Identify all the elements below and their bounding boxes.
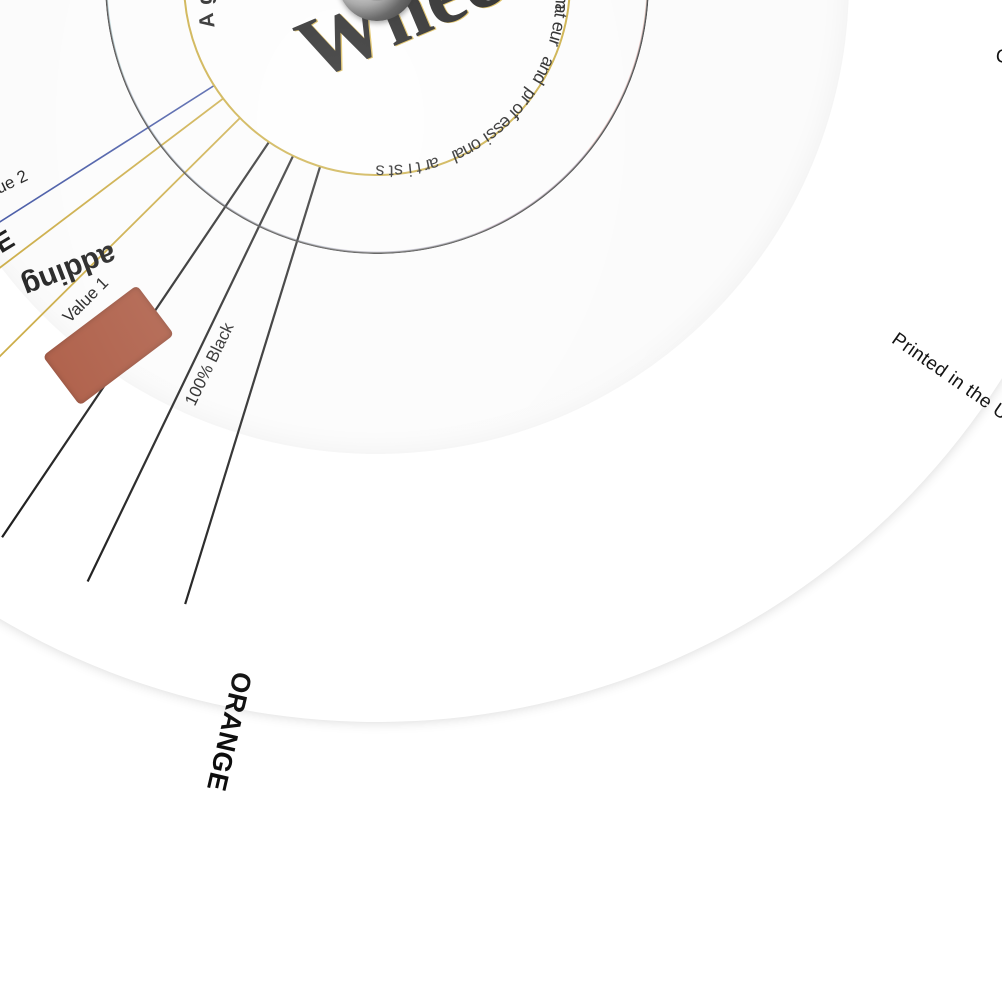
title-line-2: Wheel (283, 0, 537, 98)
color-wheel-disc[interactable]: adding HOW TO USE COLOR WHEEL Select a c… (0, 0, 1002, 939)
